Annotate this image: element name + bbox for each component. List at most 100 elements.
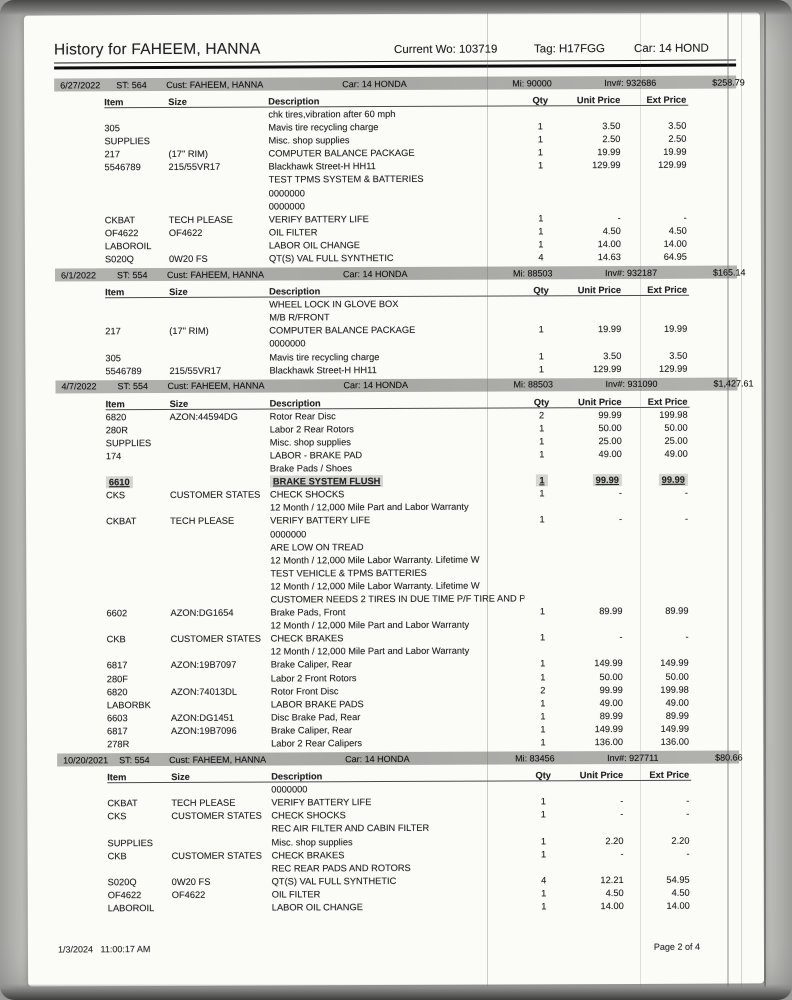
cell-ext-price: 19.99	[663, 147, 687, 158]
cell-qty: 1	[540, 698, 546, 709]
cell-item: SUPPLIES	[105, 437, 152, 449]
cell-item	[106, 529, 170, 542]
cell-ext-price: 89.99	[665, 605, 689, 616]
cell-unit-price	[560, 527, 622, 540]
cell-ext-price: 50.00	[664, 422, 688, 433]
column-header-row: Item Size Description Qty Unit Price Ext Pric…	[56, 391, 738, 411]
cell-indent	[57, 811, 107, 824]
col-ext-price: Ext Price	[649, 769, 690, 781]
cell-item: CKBAT	[106, 516, 137, 527]
cell-qty: 1	[540, 724, 546, 735]
highlight-box: BRAKE SYSTEM FLUSH	[269, 475, 384, 488]
cell-description: WHEEL LOCK IN GLOVE BOX	[269, 299, 399, 310]
cell-qty	[525, 645, 561, 658]
col-size: Size	[169, 287, 188, 298]
cell-description: Misc. shop supplies	[269, 437, 351, 448]
cell-description: VERIFY BATTERY LIFE	[268, 213, 369, 225]
cell-qty	[526, 861, 562, 874]
cell-qty: 1	[538, 324, 544, 335]
cell-unit-price: 149.99	[594, 723, 624, 735]
cell-unit-price: 99.99	[599, 684, 623, 695]
cell-item	[107, 784, 171, 797]
print-date: 1/3/2024	[57, 944, 94, 955]
col-unit-price: Unit Price	[579, 770, 624, 781]
cell-unit-price: -	[617, 212, 621, 223]
cell-size	[169, 338, 269, 352]
cell-item: 6817	[106, 660, 128, 671]
cell-qty	[525, 822, 561, 835]
cell-indent	[57, 824, 107, 837]
cell-item	[106, 594, 170, 607]
cell-size	[168, 109, 268, 123]
cell-unit-price	[559, 186, 621, 199]
cell-description: OIL FILTER	[268, 227, 318, 238]
cell-ext-price: 149.99	[660, 723, 690, 734]
cell-unit-price: 19.99	[597, 324, 622, 335]
cell-description: TEST TPMS SYSTEM & BATTERIES	[268, 174, 424, 186]
cell-unit-price	[561, 618, 623, 631]
cell-item: 217	[104, 149, 121, 160]
cell-item: CKS	[107, 811, 127, 822]
cell-indent	[57, 738, 107, 751]
cell-item	[105, 299, 169, 312]
cell-qty: 1	[540, 835, 547, 846]
cell-size	[170, 436, 270, 450]
cell-indent	[54, 122, 104, 135]
cell-indent	[56, 424, 106, 437]
service-records-list: 6/27/2022 ST: 564 Cust: FAHEEM, HANNA Car: …	[54, 75, 754, 916]
vehicle-model: Car: 14 HOND	[634, 42, 709, 55]
cell-item: 305	[105, 352, 121, 363]
document-page: History for FAHEEM, HANNA Current Wo: 10…	[23, 12, 765, 987]
col-description: Description	[269, 286, 321, 297]
cell-item	[106, 463, 170, 476]
cell-item	[106, 502, 170, 515]
table-row: S020Q 0W20 FS QT(S) VAL FULL SYNTHETIC 4 14.…	[55, 251, 737, 267]
cell-unit-price: -	[620, 848, 624, 859]
col-unit-price: Unit Price	[577, 285, 622, 296]
cell-size	[170, 554, 270, 568]
record-customer: Cust: FAHEEM, HANNA	[167, 380, 265, 392]
cell-size: TECH PLEASE	[170, 516, 235, 527]
col-qty: Qty	[535, 770, 551, 781]
cell-ext-price: 136.00	[660, 736, 690, 747]
cell-unit-price: 99.99	[598, 409, 622, 420]
cell-item	[105, 338, 169, 351]
cell-item: SUPPLIES	[104, 136, 150, 147]
cell-indent	[55, 227, 105, 240]
cell-item: 6817	[106, 726, 128, 737]
cell-size	[170, 580, 270, 594]
cell-qty	[525, 618, 561, 631]
table-row: 278R Labor 2 Rear Calipers 1 136.00 136.00	[57, 736, 739, 752]
cell-description: 0000000	[268, 187, 305, 199]
cell-ext-price	[622, 579, 688, 592]
cell-item: 305	[104, 123, 120, 134]
cell-unit-price	[560, 566, 622, 579]
cell-item: CKBAT	[104, 214, 136, 226]
table-row: 5546789 215/55VR17 Blackhawk Street-H HH11…	[55, 362, 737, 378]
cell-qty: 1	[539, 423, 545, 434]
cell-description: Blackhawk Street-H HH11	[269, 364, 377, 376]
record-invoice: Inv#: 932187	[604, 267, 658, 278]
cell-size: CUSTOMER STATES	[170, 633, 262, 645]
cell-ext-price	[621, 198, 687, 211]
cell-unit-price	[561, 644, 623, 657]
cell-qty: 1	[537, 160, 544, 171]
cell-item	[107, 823, 171, 836]
cell-size	[170, 450, 270, 464]
table-row: LABOROIL LABOR OIL CHANGE 1 14.00 14.00	[58, 899, 740, 915]
header-rule	[54, 63, 737, 70]
cell-size	[170, 541, 270, 555]
record-invoice: Inv#: 927711	[607, 752, 659, 763]
cell-unit-price	[559, 297, 621, 310]
cell-item	[107, 646, 171, 659]
cell-unit-price: 129.99	[592, 363, 622, 374]
cell-indent	[56, 568, 106, 581]
cell-indent	[56, 607, 106, 620]
cell-indent	[55, 365, 105, 378]
cell-size	[168, 135, 268, 149]
cell-qty: 1	[540, 809, 546, 820]
cell-qty: 1	[539, 606, 546, 617]
cell-indent	[57, 837, 107, 850]
cell-ext-price	[623, 618, 689, 631]
cell-ext-price: 14.00	[666, 900, 690, 911]
